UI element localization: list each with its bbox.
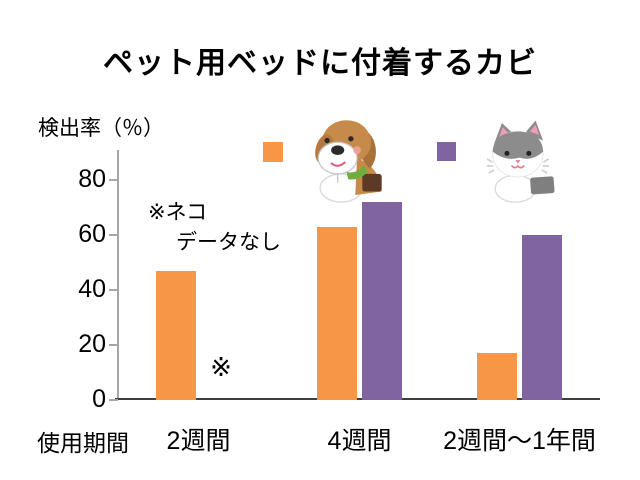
y-tick-label: 0 (92, 385, 106, 413)
y-tick-mark (109, 289, 118, 291)
category-label: 2週間～1年間 (443, 427, 596, 455)
y-tick-label: 40 (78, 275, 106, 303)
annotation-note-line2: データなし (176, 231, 281, 254)
y-tick-label: 80 (78, 165, 106, 193)
bar-cat-4週間 (362, 202, 402, 400)
chart-title: ペット用ベッドに付着するカビ (103, 47, 537, 80)
category-label: 2週間 (166, 427, 231, 455)
bar-dog-2週間 (156, 270, 196, 400)
bar-cat-2週間～1年間 (522, 235, 562, 400)
y-tick-mark (109, 234, 118, 236)
category-label: 4週間 (327, 427, 392, 455)
dog-icon (315, 120, 382, 203)
y-tick-mark (109, 344, 118, 346)
legend-swatch-dog (263, 142, 283, 162)
x-axis-title: 使用期間 (37, 430, 129, 456)
missing-data-marker: ※ (210, 352, 232, 382)
y-axis-line (117, 150, 119, 400)
bar-dog-2週間～1年間 (477, 353, 517, 400)
cat-icon (486, 120, 555, 203)
y-tick-mark (109, 399, 118, 401)
y-axis-title: 検出率（％） (38, 117, 164, 140)
y-tick-label: 20 (78, 330, 106, 358)
y-tick-mark (109, 179, 118, 181)
bar-dog-4週間 (317, 226, 357, 400)
x-axis-line (115, 398, 600, 400)
annotation-note-line1: ※ネコ (148, 201, 208, 224)
y-tick-label: 60 (78, 220, 106, 248)
legend-swatch-cat (437, 142, 456, 161)
